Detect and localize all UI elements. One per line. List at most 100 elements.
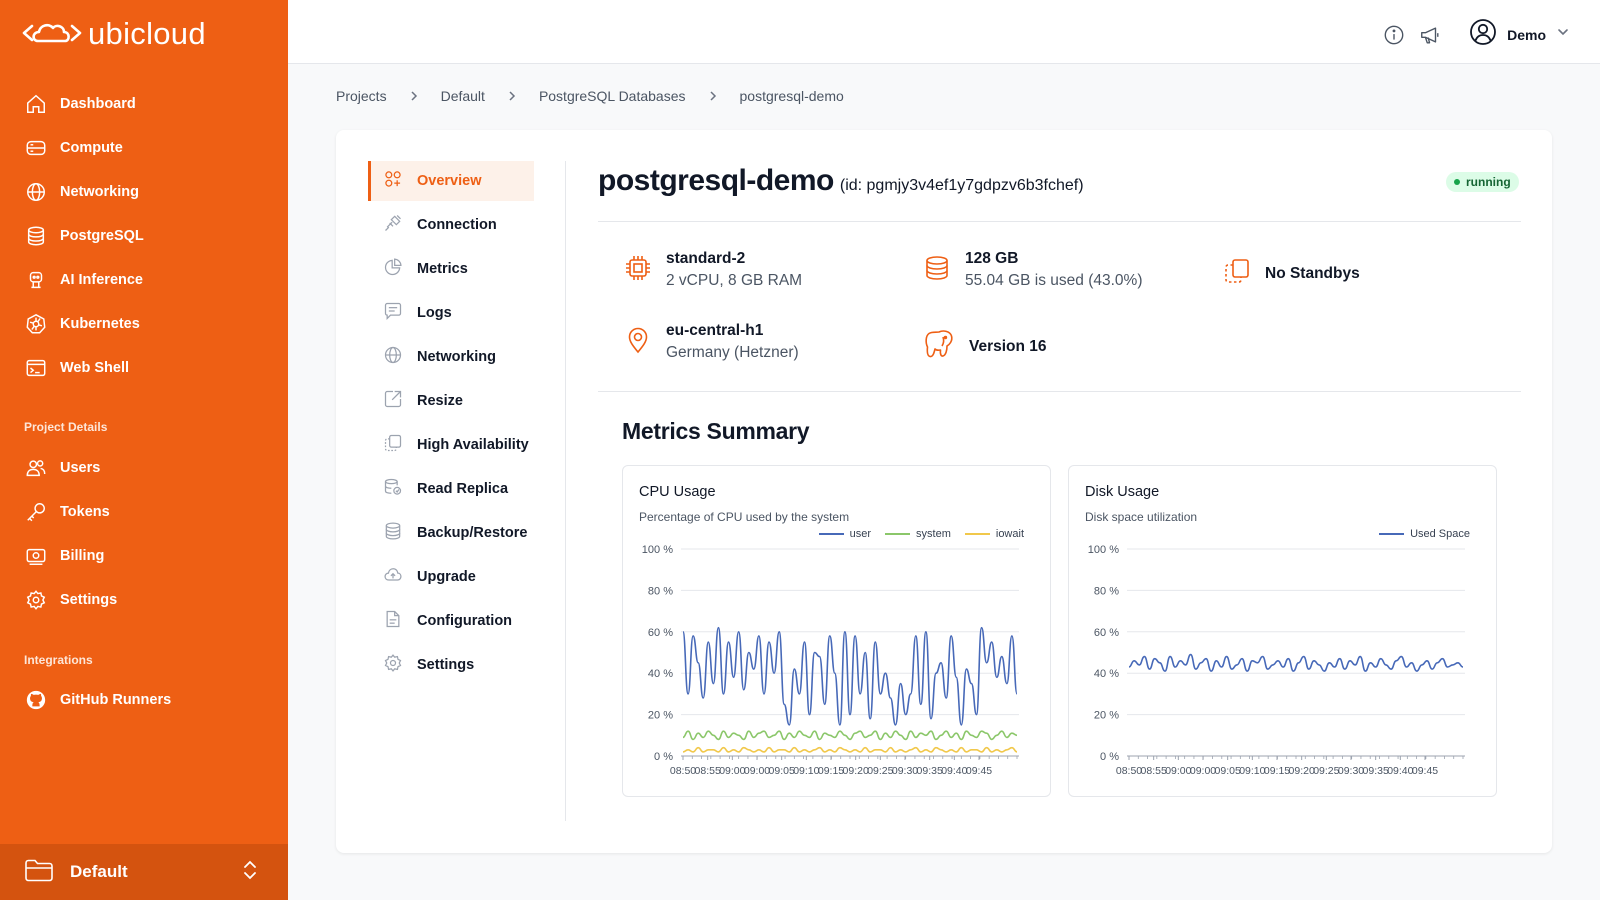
copy-icon <box>383 433 403 458</box>
tab-resize[interactable]: Resize <box>368 381 534 421</box>
info-size: standard-2 2 vCPU, 8 GB RAM <box>624 250 802 290</box>
database-icon <box>923 254 951 287</box>
sidebar-item-label: AI Inference <box>60 272 143 288</box>
y-tick-label: 100 % <box>642 544 673 556</box>
legend-label: iowait <box>995 528 1024 540</box>
breadcrumb-postgresql-demo[interactable]: postgresql-demo <box>739 88 844 104</box>
tab-connection[interactable]: Connection <box>368 205 534 245</box>
sidebar-item-postgresql[interactable]: PostgreSQL <box>0 214 288 258</box>
sidebar-item-label: Kubernetes <box>60 316 140 332</box>
sidebar-item-networking[interactable]: Networking <box>0 170 288 214</box>
legend-swatch <box>818 533 844 535</box>
tab-label: Read Replica <box>417 481 509 497</box>
breadcrumb-postgresql-databases[interactable]: PostgreSQL Databases <box>538 88 686 104</box>
user-menu[interactable]: Demo <box>1469 18 1570 51</box>
menu-divider <box>565 161 566 821</box>
gear-icon <box>383 653 403 678</box>
legend-item-used-space[interactable]: Used Space <box>1379 528 1470 540</box>
cpu-chart-plot: 100 %80 %60 %40 %20 %0 %08:5008:5509:000… <box>642 544 1019 777</box>
project-switcher[interactable]: Default <box>0 844 288 900</box>
project-switcher-label: Default <box>70 862 128 881</box>
user-avatar-icon <box>1469 18 1497 51</box>
tab-label: Overview <box>417 173 482 189</box>
x-tick-label: 09:00 <box>1190 765 1216 777</box>
x-tick-label: 09:10 <box>793 765 819 777</box>
tab-label: Upgrade <box>417 569 476 585</box>
globe-icon <box>24 180 48 204</box>
cpu-usage-chart: CPU Usage Percentage of CPU used by the … <box>622 465 1051 797</box>
info-storage: 128 GB 55.04 GB is used (43.0%) <box>923 250 1143 290</box>
globe-icon <box>383 345 403 370</box>
home-icon <box>24 92 48 116</box>
sidebar-item-kubernetes[interactable]: Kubernetes <box>0 302 288 346</box>
x-tick-label: 08:55 <box>1141 765 1167 777</box>
x-tick-label: 09:15 <box>1264 765 1290 777</box>
sidebar-item-tokens[interactable]: Tokens <box>0 490 288 534</box>
tab-upgrade[interactable]: Upgrade <box>368 557 534 597</box>
gear-icon <box>24 588 48 612</box>
sidebar-item-github-runners[interactable]: GitHub Runners <box>0 678 288 722</box>
ubicloud-logo[interactable]: ubicloud <box>22 16 206 52</box>
y-tick-label: 60 % <box>1094 627 1119 639</box>
tab-high-availability[interactable]: High Availability <box>368 425 534 465</box>
x-tick-label: 09:10 <box>1239 765 1265 777</box>
legend-swatch <box>1379 533 1405 535</box>
tab-configuration[interactable]: Configuration <box>368 601 534 641</box>
tab-label: Logs <box>417 305 452 321</box>
disk-usage-chart: Disk Usage Disk space utilization Used S… <box>1068 465 1497 797</box>
tab-logs[interactable]: Logs <box>368 293 534 333</box>
tab-backup-restore[interactable]: Backup/Restore <box>368 513 534 553</box>
sidebar-item-label: GitHub Runners <box>60 692 172 708</box>
megaphone-icon[interactable] <box>1419 24 1441 46</box>
integrations-nav: GitHub Runners <box>0 678 288 722</box>
chevron-right-icon <box>708 90 718 102</box>
server-icon <box>24 136 48 160</box>
tab-label: Backup/Restore <box>417 525 528 541</box>
page-title: postgresql-demo <box>598 164 834 197</box>
legend-label: Used Space <box>1410 528 1470 540</box>
database-icon <box>24 224 48 248</box>
sidebar-item-label: Settings <box>60 592 118 608</box>
x-tick-label: 09:35 <box>917 765 943 777</box>
legend-item-system[interactable]: system <box>885 528 951 540</box>
sidebar-item-label: Networking <box>60 184 139 200</box>
tab-label: Settings <box>417 657 475 673</box>
x-tick-label: 09:30 <box>892 765 918 777</box>
sidebar-item-label: Dashboard <box>60 96 136 112</box>
breadcrumb-projects[interactable]: Projects <box>336 88 387 104</box>
tab-read-replica[interactable]: Read Replica <box>368 469 534 509</box>
tab-overview[interactable]: Overview <box>368 161 534 201</box>
sidebar-item-users[interactable]: Users <box>0 446 288 490</box>
x-tick-label: 09:45 <box>966 765 992 777</box>
y-tick-label: 0 % <box>654 751 673 763</box>
user-name: Demo <box>1507 26 1546 43</box>
tab-networking[interactable]: Networking <box>368 337 534 377</box>
metrics-summary-title: Metrics Summary <box>622 418 810 444</box>
tab-label: High Availability <box>417 437 529 453</box>
x-tick-label: 09:40 <box>1387 765 1413 777</box>
y-tick-label: 0 % <box>1100 751 1119 763</box>
chevron-right-icon <box>409 90 419 102</box>
tab-metrics[interactable]: Metrics <box>368 249 534 289</box>
resize-icon <box>383 389 403 414</box>
version-text: Version 16 <box>969 337 1047 355</box>
sidebar-item-label: Compute <box>60 140 123 156</box>
info-icon[interactable] <box>1383 24 1405 46</box>
sidebar-item-settings[interactable]: Settings <box>0 578 288 622</box>
legend-item-iowait[interactable]: iowait <box>964 528 1024 540</box>
sidebar-item-billing[interactable]: Billing <box>0 534 288 578</box>
chart-title: CPU Usage <box>639 484 716 500</box>
breadcrumb-default[interactable]: Default <box>440 88 485 104</box>
plug-icon <box>383 213 403 238</box>
sidebar-item-compute[interactable]: Compute <box>0 126 288 170</box>
sidebar-item-ai-inference[interactable]: AI Inference <box>0 258 288 302</box>
tab-settings[interactable]: Settings <box>368 645 534 685</box>
info-version: Version 16 <box>923 328 1047 365</box>
legend-item-user[interactable]: user <box>818 528 871 540</box>
page-title-row: postgresql-demo (id: pgmjy3v4ef1y7gdpzv6… <box>598 164 1084 198</box>
x-tick-label: 09:40 <box>941 765 967 777</box>
sidebar-item-web-shell[interactable]: Web Shell <box>0 346 288 390</box>
x-tick-label: 09:20 <box>1289 765 1315 777</box>
sidebar-item-dashboard[interactable]: Dashboard <box>0 82 288 126</box>
series-line-used-space <box>1128 653 1464 672</box>
